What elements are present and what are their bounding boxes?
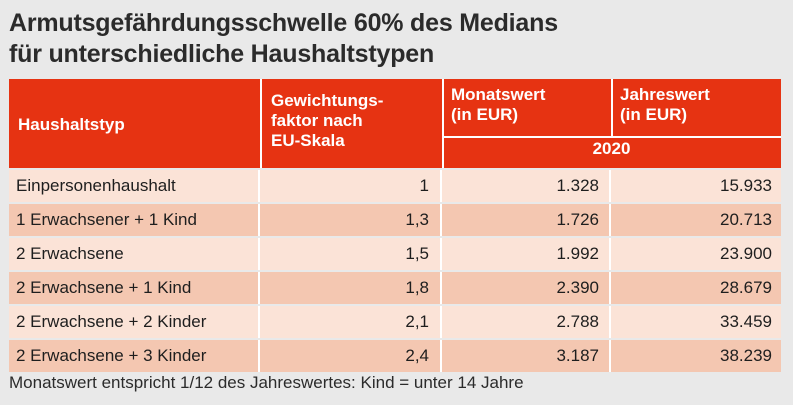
table-row: 2 Erwachsene 1,5 1.992 23.900 (9, 238, 781, 270)
header-year-divider (442, 136, 781, 138)
cell-faktor: 2,4 (260, 340, 442, 372)
cell-haushaltstyp: 1 Erwachsener + 1 Kind (9, 204, 260, 236)
table-row: 2 Erwachsene + 2 Kinder 2,1 2.788 33.459 (9, 306, 781, 338)
cell-jahreswert: 20.713 (611, 204, 781, 236)
table-header: Haushaltstyp Gewichtungs- faktor nach EU… (9, 79, 781, 168)
cell-faktor: 1,3 (260, 204, 442, 236)
cell-faktor: 2,1 (260, 306, 442, 338)
header-haushaltstyp: Haushaltstyp (18, 115, 125, 134)
header-divider (442, 79, 444, 168)
header-jahreswert: Jahreswert (in EUR) (620, 85, 710, 124)
header-year: 2020 (592, 139, 631, 158)
cell-faktor: 1 (260, 170, 442, 202)
poverty-threshold-table: Haushaltstyp Gewichtungs- faktor nach EU… (9, 79, 781, 374)
cell-jahreswert: 33.459 (611, 306, 781, 338)
cell-monatswert: 1.992 (442, 238, 611, 270)
table-row: Einpersonenhaushalt 1 1.328 15.933 (9, 170, 781, 202)
cell-monatswert: 3.187 (442, 340, 611, 372)
cell-monatswert: 1.726 (442, 204, 611, 236)
cell-faktor: 1,5 (260, 238, 442, 270)
cell-monatswert: 1.328 (442, 170, 611, 202)
cell-jahreswert: 15.933 (611, 170, 781, 202)
cell-haushaltstyp: 2 Erwachsene + 3 Kinder (9, 340, 260, 372)
header-divider (611, 79, 613, 136)
header-divider (260, 79, 262, 168)
table-body: Einpersonenhaushalt 1 1.328 15.933 1 Erw… (9, 170, 781, 372)
cell-jahreswert: 38.239 (611, 340, 781, 372)
title-line-1: Armutsgefährdungsschwelle 60% des Median… (9, 9, 558, 37)
table-row: 2 Erwachsene + 1 Kind 1,8 2.390 28.679 (9, 272, 781, 304)
table-row: 2 Erwachsene + 3 Kinder 2,4 3.187 38.239 (9, 340, 781, 372)
header-monatswert: Monatswert (in EUR) (451, 85, 546, 124)
footnote: Monatswert entspricht 1/12 des Jahreswer… (9, 373, 524, 392)
table-row: 1 Erwachsener + 1 Kind 1,3 1.726 20.713 (9, 204, 781, 236)
cell-jahreswert: 23.900 (611, 238, 781, 270)
cell-monatswert: 2.390 (442, 272, 611, 304)
title-line-2: für unterschiedliche Haushaltstypen (9, 40, 435, 68)
cell-jahreswert: 28.679 (611, 272, 781, 304)
header-gewichtungsfaktor: Gewichtungs- faktor nach EU-Skala (271, 91, 384, 150)
page-title: Armutsgefährdungsschwelle 60% des Median… (9, 8, 789, 70)
cell-haushaltstyp: 2 Erwachsene + 2 Kinder (9, 306, 260, 338)
cell-haushaltstyp: Einpersonenhaushalt (9, 170, 260, 202)
cell-monatswert: 2.788 (442, 306, 611, 338)
cell-faktor: 1,8 (260, 272, 442, 304)
cell-haushaltstyp: 2 Erwachsene + 1 Kind (9, 272, 260, 304)
cell-haushaltstyp: 2 Erwachsene (9, 238, 260, 270)
